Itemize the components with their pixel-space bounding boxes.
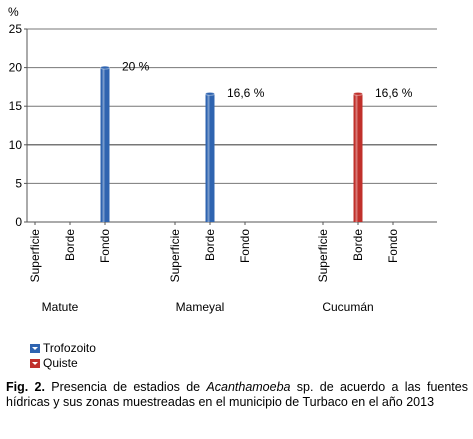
data-label: 20 % — [122, 60, 150, 74]
bar-highlight — [102, 67, 105, 222]
caption-text-before: Presencia de estadios de — [44, 380, 207, 394]
figure-caption: Fig. 2. Presencia de estadios de Acantha… — [6, 380, 468, 410]
bar-cap — [205, 91, 215, 96]
legend-swatch-quiste — [30, 358, 40, 368]
x-tick-label-borde: Borde — [203, 229, 217, 261]
x-tick-label-borde: Borde — [351, 229, 365, 261]
x-tick-label-fondo: Fondo — [238, 229, 252, 263]
bar-trofozoito — [100, 67, 110, 222]
y-tick-label: 10 — [9, 138, 23, 152]
caption-text-after: sp. de acuerdo a las fuentes hídricas y … — [6, 380, 468, 409]
y-tick-label: 15 — [9, 99, 23, 113]
bar-trofozoito — [205, 93, 215, 223]
caption-species: Acanthamoeba — [206, 380, 291, 394]
x-tick-label-borde: Borde — [63, 229, 77, 261]
bar-quiste — [353, 93, 363, 223]
y-tick-label: 5 — [15, 176, 22, 190]
legend-swatch-trofozoito — [30, 343, 40, 353]
x-tick-label-superficie: Superficie — [168, 229, 182, 283]
legend-item-quiste: Quiste — [30, 356, 78, 370]
y-tick-label: 20 — [9, 61, 23, 75]
caption-figure-label: Fig. 2. — [6, 380, 45, 394]
x-group-label-cucumán: Cucumán — [322, 300, 373, 314]
x-tick-label-fondo: Fondo — [386, 229, 400, 263]
x-group-label-matute: Matute — [42, 300, 79, 314]
x-group-label-mameyal: Mameyal — [176, 300, 225, 314]
legend-label-trofozoito: Trofozoito — [43, 341, 96, 355]
y-tick-label: 0 — [15, 215, 22, 229]
y-axis-unit-label: % — [8, 5, 19, 19]
y-tick-label: 25 — [9, 22, 23, 36]
bar-chart: % 0 5 10 15 20 25 Superficie Borde Fondo 20 % Matut… — [8, 5, 437, 314]
data-label: 16,6 % — [227, 86, 265, 100]
bar-cap — [100, 65, 110, 70]
bar-highlight — [207, 93, 210, 223]
legend-label-quiste: Quiste — [43, 356, 78, 370]
x-tick-label-fondo: Fondo — [98, 229, 112, 263]
x-tick-label-superficie: Superficie — [316, 229, 330, 283]
legend-item-trofozoito: Trofozoito — [30, 341, 96, 355]
bar-cap — [353, 91, 363, 96]
bar-highlight — [355, 93, 358, 223]
data-label: 16,6 % — [375, 86, 413, 100]
x-tick-label-superficie: Superficie — [28, 229, 42, 283]
